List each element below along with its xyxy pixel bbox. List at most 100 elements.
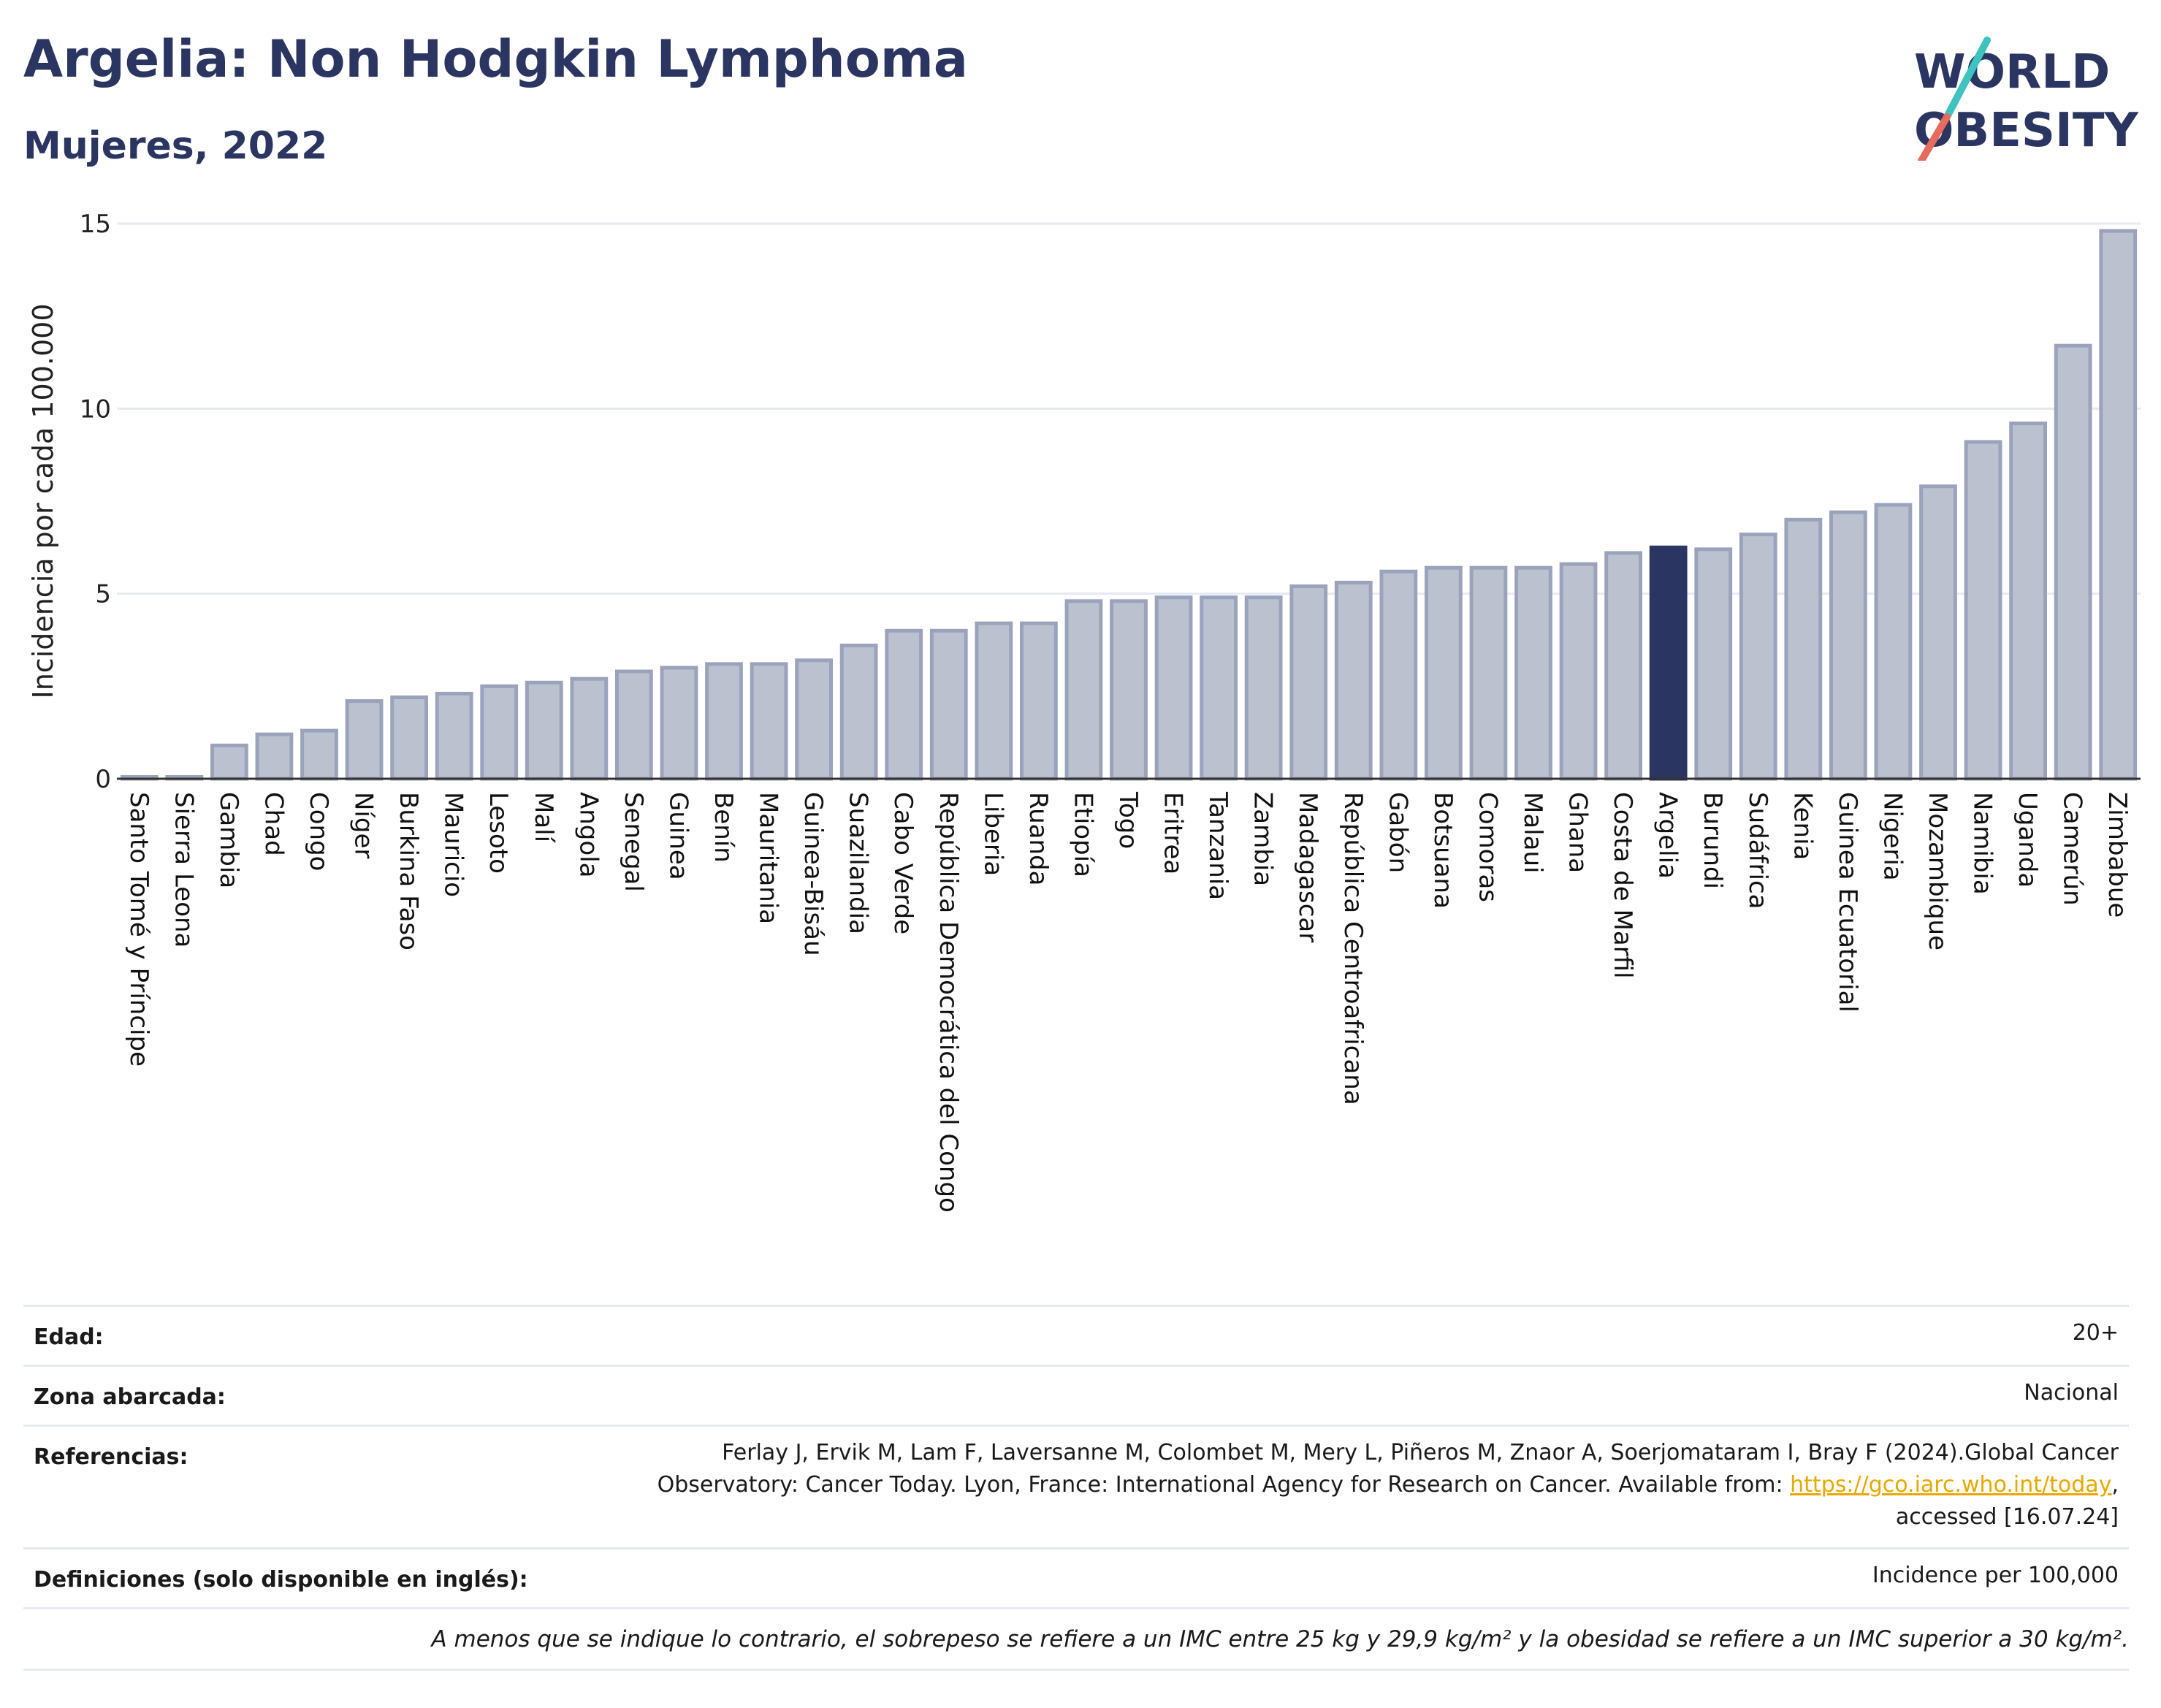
info-row-zone: Zona abarcada: Nacional [23, 1365, 2129, 1425]
bar-guinea-bisáu [795, 658, 834, 781]
references-line3: accessed [16.07.24] [1895, 1504, 2119, 1530]
bar-namibia [1964, 440, 2002, 781]
x-tick-label: Congo [304, 792, 333, 871]
bar-malaui [1514, 565, 1552, 781]
x-tick-label: Kenia [1788, 792, 1817, 860]
bar-nigeria [1874, 503, 1913, 781]
x-tick-label: Sudáfrica [1743, 792, 1772, 909]
footnote: A menos que se indique lo contrario, el … [431, 1626, 2129, 1652]
x-tick-label: República Democrática del Congo [934, 792, 963, 1213]
x-tick-label: Malí [529, 792, 558, 844]
bar-botsuana [1424, 565, 1463, 781]
x-tick-label: Zimbabue [2103, 792, 2132, 918]
bar-benín [705, 662, 743, 781]
x-tick-label: Benín [709, 792, 738, 863]
x-tick-label: Costa de Marfil [1608, 792, 1637, 979]
y-axis-label: Incidencia por cada 100.000 [27, 303, 59, 698]
x-tick-label: República Centroafricana [1338, 792, 1368, 1105]
references-line1: Ferlay J, Ervik M, Lam F, Laversanne M, … [722, 1440, 2119, 1465]
x-tick-label: Mauricio [439, 792, 468, 897]
x-tick-label: Camerún [2058, 792, 2087, 906]
bar-ghana [1559, 562, 1598, 781]
zone-value: Nacional [2024, 1380, 2119, 1406]
references-label: Referencias: [34, 1444, 188, 1470]
bar-costa-de-marfil [1604, 551, 1643, 781]
bars [120, 229, 2138, 781]
bar-camerún [2054, 343, 2092, 781]
bar-burundi [1694, 547, 1733, 781]
bar-malí [525, 680, 563, 781]
x-tick-label: Senegal [619, 792, 648, 892]
x-tick-label: Santo Tomé y Príncipe [124, 792, 153, 1067]
x-tick-label: Uganda [2013, 792, 2042, 888]
bar-níger [345, 699, 384, 781]
bar-etiopía [1064, 599, 1103, 781]
x-tick-label: Sierra Leona [169, 792, 198, 948]
y-tick-label: 15 [80, 210, 111, 239]
x-tick-label: Madagascar [1293, 792, 1322, 942]
bar-comoras [1469, 565, 1508, 781]
age-value: 20+ [2072, 1320, 2119, 1346]
y-tick-label: 5 [95, 580, 111, 609]
bar-kenia [1784, 517, 1823, 781]
bar-sudáfrica [1739, 533, 1777, 781]
bar-liberia [975, 621, 1013, 781]
x-tick-label: Guinea-Bisáu [799, 792, 828, 956]
x-tick-label: Angola [573, 792, 603, 877]
chart-subtitle: Mujeres, 2022 [23, 124, 328, 168]
age-label: Edad: [34, 1324, 104, 1350]
bar-república-democrática-del-congo [929, 628, 968, 781]
x-tick-label: Lesoto [484, 792, 513, 874]
x-tick-label: Ghana [1563, 792, 1593, 873]
bar-argelia [1649, 545, 1688, 781]
info-row-definitions: Definiciones (solo disponible en inglés)… [23, 1547, 2129, 1608]
divider [23, 1607, 2129, 1609]
bar-uganda [2009, 422, 2048, 781]
y-tick-label: 0 [95, 765, 111, 794]
bar-ruanda [1019, 621, 1058, 781]
bar-guinea [660, 666, 698, 781]
info-row-references: Referencias: Ferlay J, Ervik M, Lam F, L… [23, 1425, 2129, 1548]
bar-república-centroafricana [1334, 580, 1373, 781]
bar-mauritania [750, 662, 788, 781]
definitions-value: Incidence per 100,000 [1872, 1563, 2119, 1588]
bar-gabón [1379, 569, 1418, 781]
bar-congo [300, 728, 338, 781]
references-value: Ferlay J, Ervik M, Lam F, Laversanne M, … [658, 1437, 2119, 1533]
bar-zimbabue [2099, 229, 2138, 781]
references-link[interactable]: https://gco.iarc.who.int/today [1790, 1472, 2112, 1498]
zone-label: Zona abarcada: [34, 1384, 226, 1410]
x-tick-label: Argelia [1653, 792, 1682, 879]
y-axis-ticks: 0 5 10 15 [80, 210, 111, 794]
x-axis-ticks: Santo Tomé y Príncipe Sierra Leona Gambia C… [124, 791, 2132, 1213]
x-tick-label: Nigeria [1878, 792, 1907, 881]
x-tick-label: Mauritania [754, 792, 783, 924]
bar-tanzania [1200, 595, 1238, 781]
info-row-age: Edad: 20+ [23, 1305, 2129, 1365]
references-line2: Observatory: Cancer Today. Lyon, France:… [657, 1472, 2119, 1498]
bar-zambia [1244, 595, 1283, 781]
logo-slash-red [1918, 113, 1951, 161]
bar-chart: 0 5 10 15 Santo Tomé y Príncipe Sierra Leona… [27, 210, 2141, 1213]
x-tick-label: Eritrea [1159, 792, 1188, 874]
x-tick-label: Togo [1113, 791, 1143, 849]
x-tick-label: Etiopía [1068, 792, 1097, 877]
bar-mauricio [435, 691, 473, 781]
definitions-label: Definiciones (solo disponible en inglés)… [34, 1567, 528, 1593]
chart-title: Argelia: Non Hodgkin Lymphoma [23, 29, 969, 89]
logo-slash-teal [1943, 37, 1991, 121]
x-tick-label: Gabón [1383, 792, 1412, 873]
bar-mozambique [1919, 484, 1957, 781]
bar-angola [570, 676, 609, 781]
x-tick-label: Ruanda [1024, 792, 1053, 885]
x-tick-label: Suazilandia [844, 792, 873, 934]
logo-text-world: WORLD [1914, 45, 2110, 99]
bar-lesoto [480, 684, 519, 781]
x-tick-label: Cabo Verde [888, 792, 918, 934]
bar-senegal [614, 669, 653, 781]
x-tick-label: Zambia [1249, 792, 1278, 886]
x-tick-label: Liberia [978, 792, 1007, 876]
bar-chad [255, 732, 294, 781]
x-tick-label: Malaui [1518, 792, 1547, 873]
bar-togo [1110, 599, 1148, 781]
